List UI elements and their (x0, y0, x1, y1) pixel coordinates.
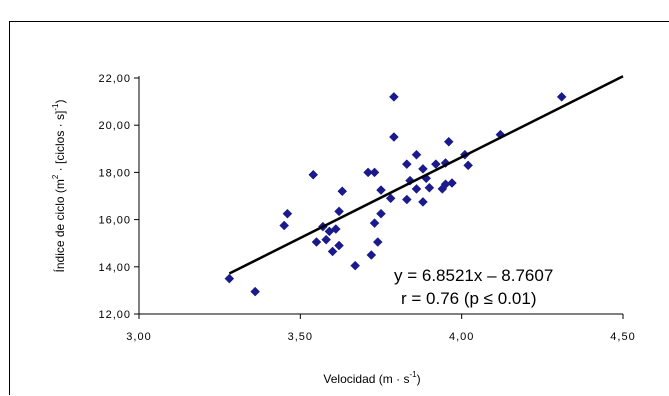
x-axis-title-main: Velocidad (m · s (323, 372, 409, 386)
x-axis: 3,00 3,50 4,00 4,50 (126, 313, 635, 343)
regression-equation: y = 6.8521x – 8.7607 (394, 266, 553, 285)
data-point (463, 160, 473, 171)
chart-frame (9, 21, 669, 395)
x-axis-title-sup: -1 (409, 370, 417, 379)
y-tick-label: 14,00 (98, 262, 131, 274)
x-tick-label: 4,50 (610, 331, 635, 343)
data-point (401, 159, 412, 169)
data-point (334, 206, 344, 217)
data-point (376, 185, 386, 195)
data-point (389, 132, 399, 142)
y-axis-title: Índice de ciclo (m2 · [ciclos · s]-1) (51, 100, 67, 273)
data-point (334, 240, 344, 251)
y-axis: 12,00 14,00 16,00 18,00 20,00 22,00 (98, 73, 140, 321)
data-point (443, 136, 454, 147)
x-axis-title-end: ) (417, 372, 421, 386)
data-point (350, 260, 361, 271)
data-point (424, 182, 435, 193)
data-point (376, 208, 386, 219)
data-point (366, 250, 377, 260)
data-point (447, 178, 457, 188)
data-point (311, 237, 322, 247)
y-axis-title-sup2: -1 (51, 103, 60, 111)
y-tick-label: 12,00 (98, 309, 131, 321)
x-tick-label: 4,00 (449, 331, 474, 343)
data-point (430, 159, 441, 169)
correlation-label: r = 0.76 (p ≤ 0.01) (401, 289, 537, 308)
y-axis-title-sup1: 2 (51, 174, 60, 179)
data-point (556, 92, 567, 102)
data-point (321, 234, 332, 245)
data-point (308, 169, 319, 180)
data-point (369, 218, 380, 228)
y-tick-label: 22,00 (98, 73, 131, 85)
data-point (330, 224, 341, 234)
data-point (389, 92, 399, 102)
data-point (250, 286, 261, 297)
x-tick-label: 3,50 (288, 331, 313, 343)
data-point (418, 197, 428, 207)
data-point (401, 194, 412, 205)
data-point (418, 164, 428, 174)
data-point (363, 167, 373, 178)
data-point (327, 246, 338, 257)
data-point (372, 237, 383, 247)
regression-line (228, 75, 624, 275)
data-point (369, 167, 380, 178)
data-point (411, 184, 422, 194)
data-point (224, 273, 235, 284)
data-point (279, 220, 290, 231)
data-point (411, 149, 422, 160)
x-axis-title: Velocidad (m · s-1) (323, 370, 420, 386)
y-axis-title-end: ) (53, 100, 67, 104)
data-point (282, 208, 293, 219)
data-point (385, 193, 396, 204)
y-tick-label: 16,00 (98, 215, 131, 227)
regression-line-group (228, 75, 624, 275)
data-point (337, 186, 348, 197)
y-axis-title-main: Índice de ciclo (m (52, 179, 67, 272)
y-tick-label: 18,00 (98, 167, 131, 179)
y-axis-title-mid: · [ciclos · s] (53, 111, 67, 175)
y-tick-label: 20,00 (98, 120, 131, 132)
x-tick-label: 3,00 (126, 331, 151, 343)
